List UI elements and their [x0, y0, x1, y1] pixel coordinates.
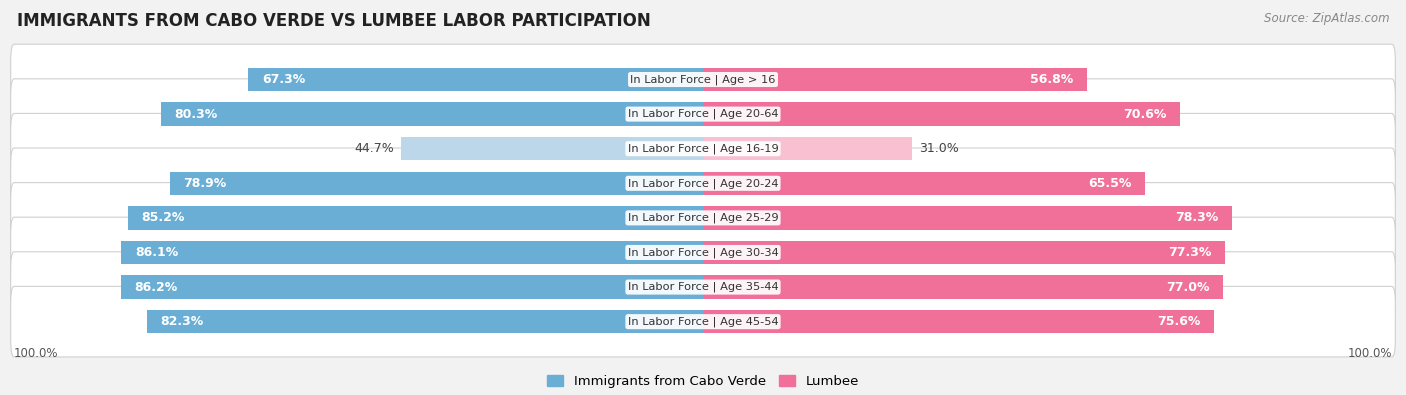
- Text: 86.1%: 86.1%: [135, 246, 179, 259]
- Text: In Labor Force | Age 30-34: In Labor Force | Age 30-34: [627, 247, 779, 258]
- Bar: [703, 68, 1087, 91]
- Text: 67.3%: 67.3%: [262, 73, 305, 86]
- FancyBboxPatch shape: [11, 217, 1395, 288]
- Text: In Labor Force | Age 25-29: In Labor Force | Age 25-29: [627, 213, 779, 223]
- Bar: [703, 171, 1146, 195]
- Text: In Labor Force | Age 20-64: In Labor Force | Age 20-64: [627, 109, 779, 119]
- Bar: [703, 102, 1180, 126]
- Bar: [148, 310, 703, 333]
- Legend: Immigrants from Cabo Verde, Lumbee: Immigrants from Cabo Verde, Lumbee: [541, 370, 865, 393]
- FancyBboxPatch shape: [11, 79, 1395, 149]
- FancyBboxPatch shape: [11, 44, 1395, 115]
- Text: 65.5%: 65.5%: [1088, 177, 1132, 190]
- Text: Source: ZipAtlas.com: Source: ZipAtlas.com: [1264, 12, 1389, 25]
- FancyBboxPatch shape: [11, 148, 1395, 218]
- Bar: [401, 137, 703, 160]
- Bar: [121, 241, 703, 264]
- Text: 100.0%: 100.0%: [14, 346, 59, 359]
- Text: In Labor Force | Age 16-19: In Labor Force | Age 16-19: [627, 143, 779, 154]
- Text: 31.0%: 31.0%: [920, 142, 959, 155]
- Text: 78.3%: 78.3%: [1175, 211, 1219, 224]
- FancyBboxPatch shape: [11, 182, 1395, 253]
- Bar: [703, 275, 1223, 299]
- Bar: [121, 275, 703, 299]
- Text: 44.7%: 44.7%: [354, 142, 394, 155]
- Text: 77.3%: 77.3%: [1168, 246, 1212, 259]
- Text: In Labor Force | Age 20-24: In Labor Force | Age 20-24: [627, 178, 779, 188]
- Bar: [703, 241, 1225, 264]
- FancyBboxPatch shape: [11, 286, 1395, 357]
- FancyBboxPatch shape: [11, 252, 1395, 322]
- Text: 85.2%: 85.2%: [141, 211, 184, 224]
- Bar: [249, 68, 703, 91]
- Text: 80.3%: 80.3%: [174, 107, 218, 120]
- Bar: [703, 310, 1213, 333]
- Text: In Labor Force | Age > 16: In Labor Force | Age > 16: [630, 74, 776, 85]
- Text: 56.8%: 56.8%: [1029, 73, 1073, 86]
- Bar: [703, 137, 912, 160]
- Bar: [160, 102, 703, 126]
- Bar: [128, 206, 703, 229]
- Text: 70.6%: 70.6%: [1123, 107, 1167, 120]
- Text: 77.0%: 77.0%: [1166, 280, 1209, 293]
- Bar: [703, 206, 1232, 229]
- Text: In Labor Force | Age 35-44: In Labor Force | Age 35-44: [627, 282, 779, 292]
- Text: IMMIGRANTS FROM CABO VERDE VS LUMBEE LABOR PARTICIPATION: IMMIGRANTS FROM CABO VERDE VS LUMBEE LAB…: [17, 12, 651, 30]
- FancyBboxPatch shape: [11, 113, 1395, 184]
- Text: 78.9%: 78.9%: [184, 177, 226, 190]
- Bar: [170, 171, 703, 195]
- Text: 75.6%: 75.6%: [1157, 315, 1201, 328]
- Text: 82.3%: 82.3%: [160, 315, 204, 328]
- Text: 100.0%: 100.0%: [1347, 346, 1392, 359]
- Text: In Labor Force | Age 45-54: In Labor Force | Age 45-54: [627, 316, 779, 327]
- Text: 86.2%: 86.2%: [135, 280, 177, 293]
